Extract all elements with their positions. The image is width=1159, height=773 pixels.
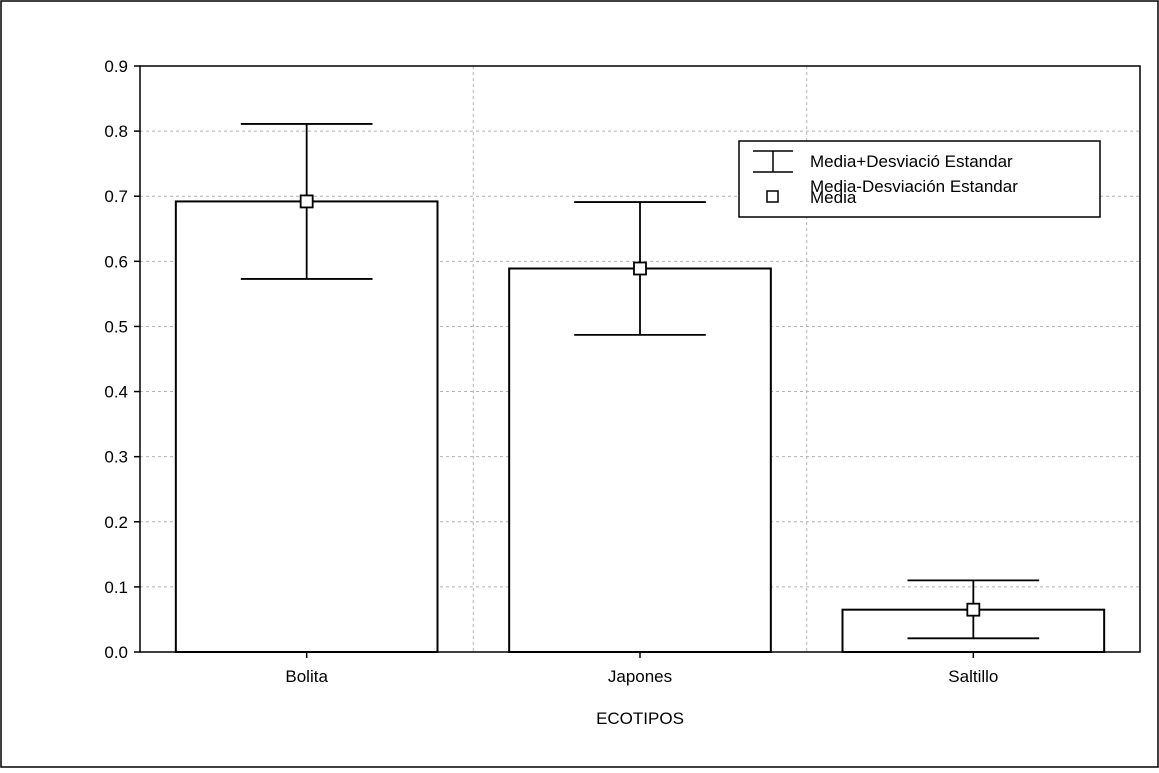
- y-axis-ticks: 0.0 0.1 0.2 0.3 0.4 0.5 0.6 0.7 0.8 0.9: [104, 57, 140, 662]
- y-tick-label: 0.0: [104, 643, 128, 662]
- y-tick-label: 0.4: [104, 383, 128, 402]
- x-tick-label: Saltillo: [948, 667, 998, 686]
- y-tick-label: 0.9: [104, 57, 128, 76]
- x-tick-label: Bolita: [285, 667, 328, 686]
- y-tick-label: 0.3: [104, 448, 128, 467]
- y-tick-label: 0.8: [104, 122, 128, 141]
- x-tick-label: Japones: [608, 667, 672, 686]
- y-tick-label: 0.5: [104, 317, 128, 336]
- legend-lower-label: Media-Desviación Estandar: [810, 177, 1018, 196]
- mean-marker: [633, 261, 647, 276]
- x-axis-label: ECOTIPOS: [596, 709, 684, 728]
- mean-marker: [966, 602, 981, 617]
- legend-upper-label: Media+Desviació Estandar: [810, 152, 1013, 171]
- y-tick-label: 0.2: [104, 513, 128, 532]
- y-tick-label: 0.6: [104, 252, 128, 271]
- legend: Media+Desviació Estandar Media-Desviació…: [738, 140, 1101, 218]
- legend-mean-marker-icon: [766, 190, 779, 203]
- mean-markers: [299, 194, 981, 617]
- mean-marker: [299, 194, 314, 209]
- legend-mean-label: Media: [810, 188, 857, 207]
- legend-errorbar-icon: [753, 150, 793, 173]
- legend-box: [738, 140, 1101, 218]
- x-axis-ticks: Bolita Japones Saltillo: [285, 652, 998, 686]
- y-tick-label: 0.7: [104, 187, 128, 206]
- y-tick-label: 0.1: [104, 578, 128, 597]
